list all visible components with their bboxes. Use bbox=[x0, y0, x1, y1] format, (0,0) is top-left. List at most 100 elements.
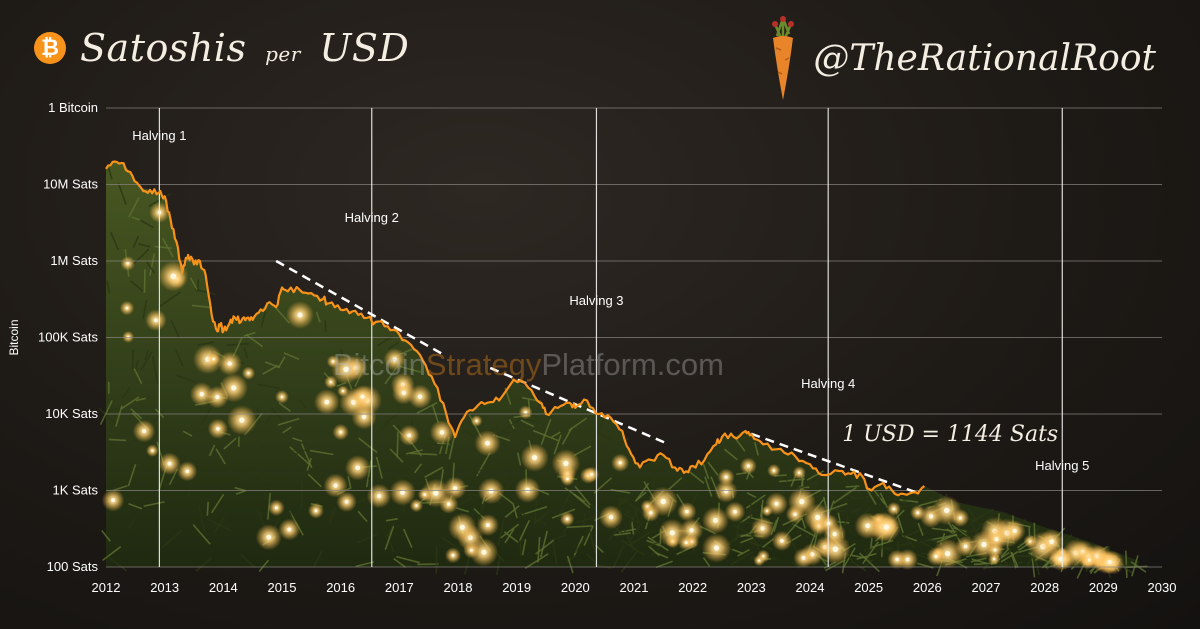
tree-needle bbox=[283, 352, 300, 360]
tree-needle bbox=[358, 437, 378, 454]
tree-needle bbox=[568, 417, 587, 432]
tree-needle bbox=[131, 349, 134, 370]
tree-needle bbox=[106, 280, 111, 294]
light-bulb bbox=[772, 469, 776, 472]
tree-needle bbox=[1010, 551, 1019, 569]
tree-needle bbox=[540, 418, 552, 445]
light-bulb bbox=[895, 557, 899, 562]
tree-needle bbox=[540, 530, 548, 558]
light-bulb bbox=[618, 461, 622, 465]
tree-needle bbox=[192, 304, 213, 309]
tree-needle bbox=[130, 280, 144, 292]
tree-needle bbox=[967, 507, 981, 526]
x-tick-label: 2025 bbox=[854, 580, 883, 595]
tree-needle bbox=[704, 476, 713, 497]
tree-needle bbox=[243, 331, 256, 338]
light-bulb bbox=[944, 550, 951, 557]
tree-needle bbox=[897, 503, 919, 509]
tree-needle bbox=[668, 477, 683, 490]
light-bulb bbox=[608, 515, 614, 520]
tree-needle bbox=[254, 440, 278, 459]
tree-needle bbox=[646, 539, 661, 547]
tree-needle bbox=[289, 446, 310, 465]
tree-needle bbox=[256, 407, 261, 423]
light-bulb bbox=[446, 502, 451, 506]
tree-needle bbox=[877, 543, 895, 554]
tree-needle bbox=[689, 471, 705, 484]
tree-needle bbox=[785, 454, 793, 482]
tree-needle bbox=[618, 437, 629, 447]
tree-needle bbox=[200, 407, 213, 425]
tree-needle bbox=[597, 417, 605, 435]
tree-needle bbox=[566, 555, 577, 563]
x-tick-label: 2015 bbox=[268, 580, 297, 595]
x-tick-label: 2013 bbox=[150, 580, 179, 595]
light-bulb bbox=[934, 554, 938, 559]
tree-needle bbox=[140, 351, 153, 371]
tree-needle bbox=[620, 550, 639, 573]
tree-needle bbox=[138, 243, 151, 248]
light-bulb bbox=[944, 507, 950, 514]
light-bulb bbox=[452, 486, 458, 491]
tree-needle bbox=[620, 497, 630, 506]
tree-needle bbox=[424, 466, 444, 479]
light-bulb bbox=[760, 526, 765, 531]
tree-needle bbox=[464, 430, 478, 440]
x-tick-label: 2029 bbox=[1089, 580, 1118, 595]
x-tick-label: 2028 bbox=[1030, 580, 1059, 595]
light-bulb bbox=[774, 501, 779, 506]
light-bulb bbox=[376, 493, 382, 499]
tree-needle bbox=[107, 167, 113, 180]
light-bulb bbox=[341, 389, 345, 393]
light-bulb bbox=[733, 509, 737, 514]
tree-needle bbox=[328, 506, 337, 523]
tree-needle bbox=[176, 374, 196, 384]
tree-needle bbox=[144, 350, 149, 361]
tree-needle bbox=[740, 537, 754, 544]
trendline bbox=[275, 259, 444, 356]
tree-needle bbox=[134, 359, 139, 373]
brand-block: @TheRationalRoot bbox=[763, 14, 1156, 102]
light-bulb bbox=[151, 449, 154, 452]
light-bulb bbox=[355, 465, 361, 471]
tree-needle bbox=[120, 396, 140, 410]
light-bulb bbox=[361, 414, 367, 420]
tree-needle bbox=[879, 492, 889, 508]
tree-needle bbox=[951, 524, 971, 539]
tree-needle bbox=[588, 529, 597, 554]
light-bulb bbox=[415, 504, 418, 507]
tree-needle bbox=[647, 536, 669, 552]
tree-needle bbox=[355, 561, 375, 568]
tree-needle bbox=[419, 443, 430, 451]
tree-needle bbox=[773, 516, 780, 532]
tree-needle bbox=[498, 430, 516, 435]
tree-needle bbox=[410, 452, 437, 456]
tree-needle bbox=[128, 197, 140, 218]
tree-needle bbox=[756, 453, 762, 475]
grid bbox=[106, 107, 1162, 568]
light-bulb bbox=[401, 390, 406, 395]
tree-needle bbox=[971, 558, 988, 565]
tree-needle bbox=[673, 479, 688, 489]
tree-needle bbox=[152, 356, 159, 384]
light-bulb bbox=[170, 273, 177, 280]
light-bulb bbox=[423, 493, 427, 496]
tree-needle bbox=[1000, 547, 1010, 558]
tree-needle bbox=[196, 448, 204, 467]
tree-needle bbox=[135, 397, 146, 402]
light-bulb bbox=[566, 477, 569, 481]
tree-needle bbox=[226, 342, 250, 346]
light-bulb bbox=[832, 532, 837, 537]
tree-needle bbox=[504, 505, 520, 518]
light-bulb bbox=[417, 394, 423, 399]
tree-needle bbox=[970, 557, 987, 563]
tree-needle bbox=[791, 523, 816, 538]
tree-needle bbox=[347, 476, 352, 488]
tree-needle bbox=[306, 457, 312, 471]
light-bulb bbox=[199, 392, 204, 397]
tree-needle bbox=[551, 533, 568, 541]
watermark-part3: Platform.com bbox=[541, 347, 724, 382]
tree-needle bbox=[789, 482, 817, 492]
light-bulb bbox=[274, 506, 278, 510]
light-bulb bbox=[1049, 539, 1054, 544]
